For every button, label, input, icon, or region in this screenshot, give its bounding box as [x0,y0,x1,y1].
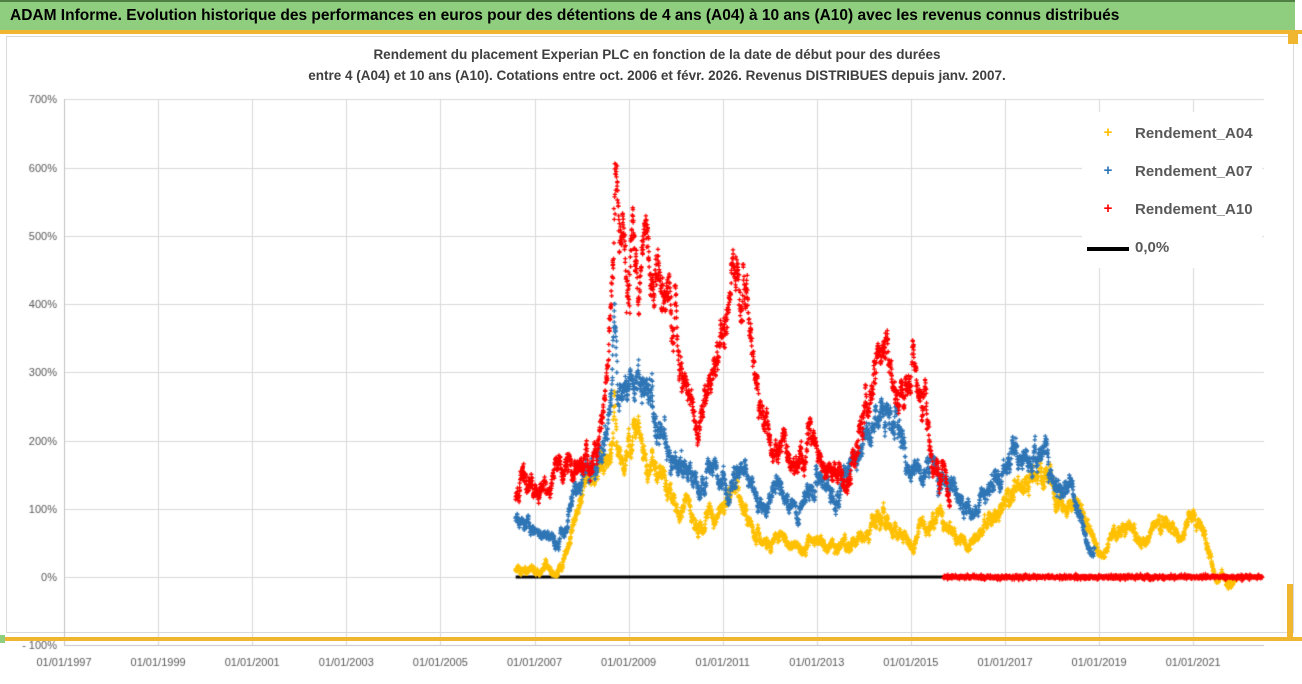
title-bar: ADAM Informe. Evolution historique des p… [0,0,1295,30]
plus-marker-icon: + [1103,162,1113,179]
gold-border-right [1287,584,1293,637]
gold-border-bottom [0,637,1302,641]
gold-border-top [0,30,1302,34]
legend-plus-marker-icon: + [1086,124,1130,142]
zero-line-sample-icon [1087,247,1129,251]
legend-label: 0,0% [1135,238,1170,256]
legend-plus-marker-icon: + [1086,162,1130,180]
plus-marker-icon: + [1103,200,1113,217]
legend-entry-rendement-a04: + Rendement_A04 [1086,114,1262,152]
legend-label: Rendement_A04 [1135,124,1253,142]
legend-label: Rendement_A10 [1135,200,1253,218]
legend-entry-rendement-a07: + Rendement_A07 [1086,152,1262,190]
legend-entry-0-0-: 0,0% [1086,228,1262,266]
legend-line-marker-icon [1086,238,1130,256]
gold-border-corner-topright [1288,30,1298,44]
legend-entry-rendement-a10: + Rendement_A10 [1086,190,1262,228]
legend-label: Rendement_A07 [1135,162,1253,180]
legend-plus-marker-icon: + [1086,200,1130,218]
chart-legend: + Rendement_A04 + Rendement_A07 + Rendement_A… [1082,112,1262,268]
green-corner-bottomleft [0,635,5,643]
page-title: ADAM Informe. Evolution historique des p… [10,7,1120,24]
plus-marker-icon: + [1103,124,1113,141]
